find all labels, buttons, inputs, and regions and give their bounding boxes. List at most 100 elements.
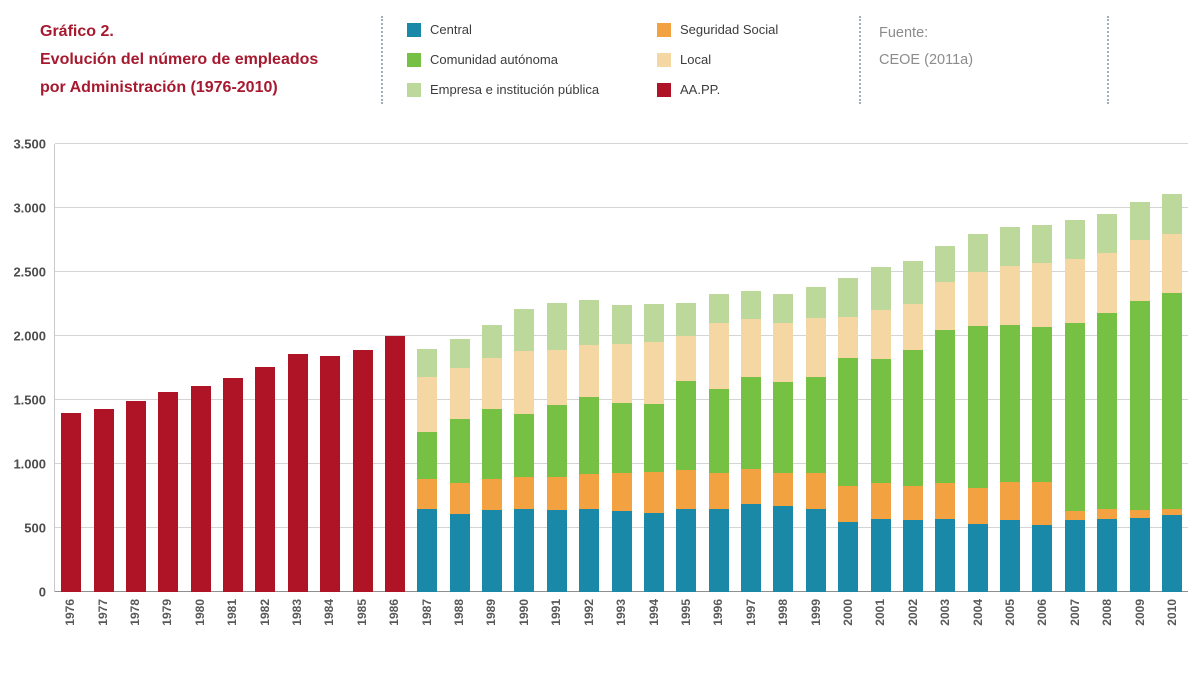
segment-local-1994 (643, 342, 664, 404)
segment-comunidad-aut-noma-2002 (902, 350, 923, 486)
segment-local-1995 (676, 336, 697, 381)
segment-empresa-e-instituci-n-p-blica-1989 (482, 324, 503, 358)
x-slot-1997: 1997 (735, 592, 767, 652)
bar-1995 (670, 144, 702, 592)
x-slot-2007: 2007 (1059, 592, 1091, 652)
bar-stack-1978 (125, 144, 146, 592)
segment-empresa-e-instituci-n-p-blica-1993 (611, 305, 632, 344)
header: Gráfico 2. Evolución del número de emple… (0, 0, 1200, 104)
x-axis-label-1992: 1992 (581, 599, 596, 626)
segment-central-2007 (1064, 520, 1085, 592)
bar-stack-2007 (1064, 144, 1085, 592)
bar-1977 (87, 144, 119, 592)
segment-aa-pp-1980 (190, 385, 211, 592)
x-axis-label-2004: 2004 (970, 599, 985, 626)
segment-central-1999 (805, 508, 826, 592)
bar-stack-1997 (741, 144, 762, 592)
segment-empresa-e-instituci-n-p-blica-2010 (1161, 193, 1182, 234)
y-axis-label-0: 0 (38, 584, 46, 600)
segment-comunidad-aut-noma-1987 (417, 432, 438, 480)
segment-seguridad-social-1999 (805, 472, 826, 509)
segment-central-1987 (417, 508, 438, 592)
segment-empresa-e-instituci-n-p-blica-1998 (773, 293, 794, 324)
bar-stack-1994 (643, 144, 664, 592)
bar-stack-1987 (417, 144, 438, 592)
bar-stack-1998 (773, 144, 794, 592)
segment-empresa-e-instituci-n-p-blica-1994 (643, 304, 664, 343)
segment-empresa-e-instituci-n-p-blica-2001 (870, 266, 891, 311)
bar-stack-1991 (546, 144, 567, 592)
x-axis-label-2010: 2010 (1165, 599, 1180, 626)
x-axis-label-1976: 1976 (63, 599, 78, 626)
bar-stack-1979 (158, 144, 179, 592)
x-axis: 1976 1977 1978 1979 1980 1981 1982 1983 1984 1985… (54, 592, 1188, 652)
bar-2007 (1059, 144, 1091, 592)
x-slot-1991: 1991 (540, 592, 572, 652)
legend-item-empresa-institucion-publica: Empresa e institución pública (407, 82, 657, 97)
segment-local-2002 (902, 304, 923, 351)
segment-comunidad-aut-noma-2005 (1000, 324, 1021, 482)
segment-seguridad-social-2010 (1161, 508, 1182, 516)
x-axis-label-2002: 2002 (905, 599, 920, 626)
segment-empresa-e-instituci-n-p-blica-2008 (1097, 214, 1118, 253)
bar-2010 (1156, 144, 1188, 592)
bar-2004 (962, 144, 994, 592)
x-axis-label-1990: 1990 (516, 599, 531, 626)
segment-empresa-e-instituci-n-p-blica-1988 (449, 338, 470, 369)
x-axis-label-1984: 1984 (322, 599, 337, 626)
bar-2000 (832, 144, 864, 592)
x-slot-1977: 1977 (86, 592, 118, 652)
bar-1997 (735, 144, 767, 592)
bar-1998 (767, 144, 799, 592)
segment-seguridad-social-1990 (514, 476, 535, 509)
x-slot-1976: 1976 (54, 592, 86, 652)
bar-1982 (249, 144, 281, 592)
x-slot-1996: 1996 (702, 592, 734, 652)
x-slot-1979: 1979 (151, 592, 183, 652)
segment-central-2004 (967, 524, 988, 592)
chart-title: Gráfico 2. Evolución del número de emple… (40, 14, 381, 102)
bar-stack-2002 (902, 144, 923, 592)
x-slot-1998: 1998 (767, 592, 799, 652)
segment-central-1996 (708, 508, 729, 592)
source: Fuente: CEOE (2011a) (861, 14, 999, 74)
bar-stack-1996 (708, 144, 729, 592)
bar-stack-1988 (449, 144, 470, 592)
legend-item-comunidad-autonoma: Comunidad autónoma (407, 52, 657, 67)
right-separator (1107, 16, 1109, 104)
x-slot-2000: 2000 (832, 592, 864, 652)
x-axis-label-1978: 1978 (128, 599, 143, 626)
bar-2003 (929, 144, 961, 592)
segment-local-2004 (967, 272, 988, 326)
segment-aa-pp-1977 (93, 408, 114, 592)
x-axis-label-2001: 2001 (873, 599, 888, 626)
x-axis-label-1979: 1979 (160, 599, 175, 626)
x-axis-label-2000: 2000 (840, 599, 855, 626)
bar-2006 (1026, 144, 1058, 592)
bar-stack-1984 (320, 144, 341, 592)
segment-local-2007 (1064, 259, 1085, 324)
x-axis-label-1986: 1986 (387, 599, 402, 626)
segment-empresa-e-instituci-n-p-blica-2006 (1032, 224, 1053, 264)
x-slot-1988: 1988 (443, 592, 475, 652)
segment-central-1992 (579, 508, 600, 592)
segment-comunidad-aut-noma-2008 (1097, 312, 1118, 509)
segment-empresa-e-instituci-n-p-blica-1987 (417, 348, 438, 377)
legend-label-aapp: AA.PP. (680, 82, 721, 97)
x-slot-2006: 2006 (1026, 592, 1058, 652)
x-axis-label-1998: 1998 (776, 599, 791, 626)
bar-stack-1985 (352, 144, 373, 592)
bar-1986 (379, 144, 411, 592)
bar-stack-1977 (93, 144, 114, 592)
gridline-3500 (55, 143, 1188, 144)
source-left-separator (859, 16, 861, 104)
x-axis-label-2008: 2008 (1100, 599, 1115, 626)
segment-seguridad-social-2007 (1064, 511, 1085, 521)
bar-stack-1983 (287, 144, 308, 592)
segment-seguridad-social-2000 (838, 485, 859, 522)
bar-1978 (120, 144, 152, 592)
x-slot-1992: 1992 (573, 592, 605, 652)
segment-empresa-e-instituci-n-p-blica-2005 (1000, 227, 1021, 266)
segment-local-1987 (417, 376, 438, 433)
